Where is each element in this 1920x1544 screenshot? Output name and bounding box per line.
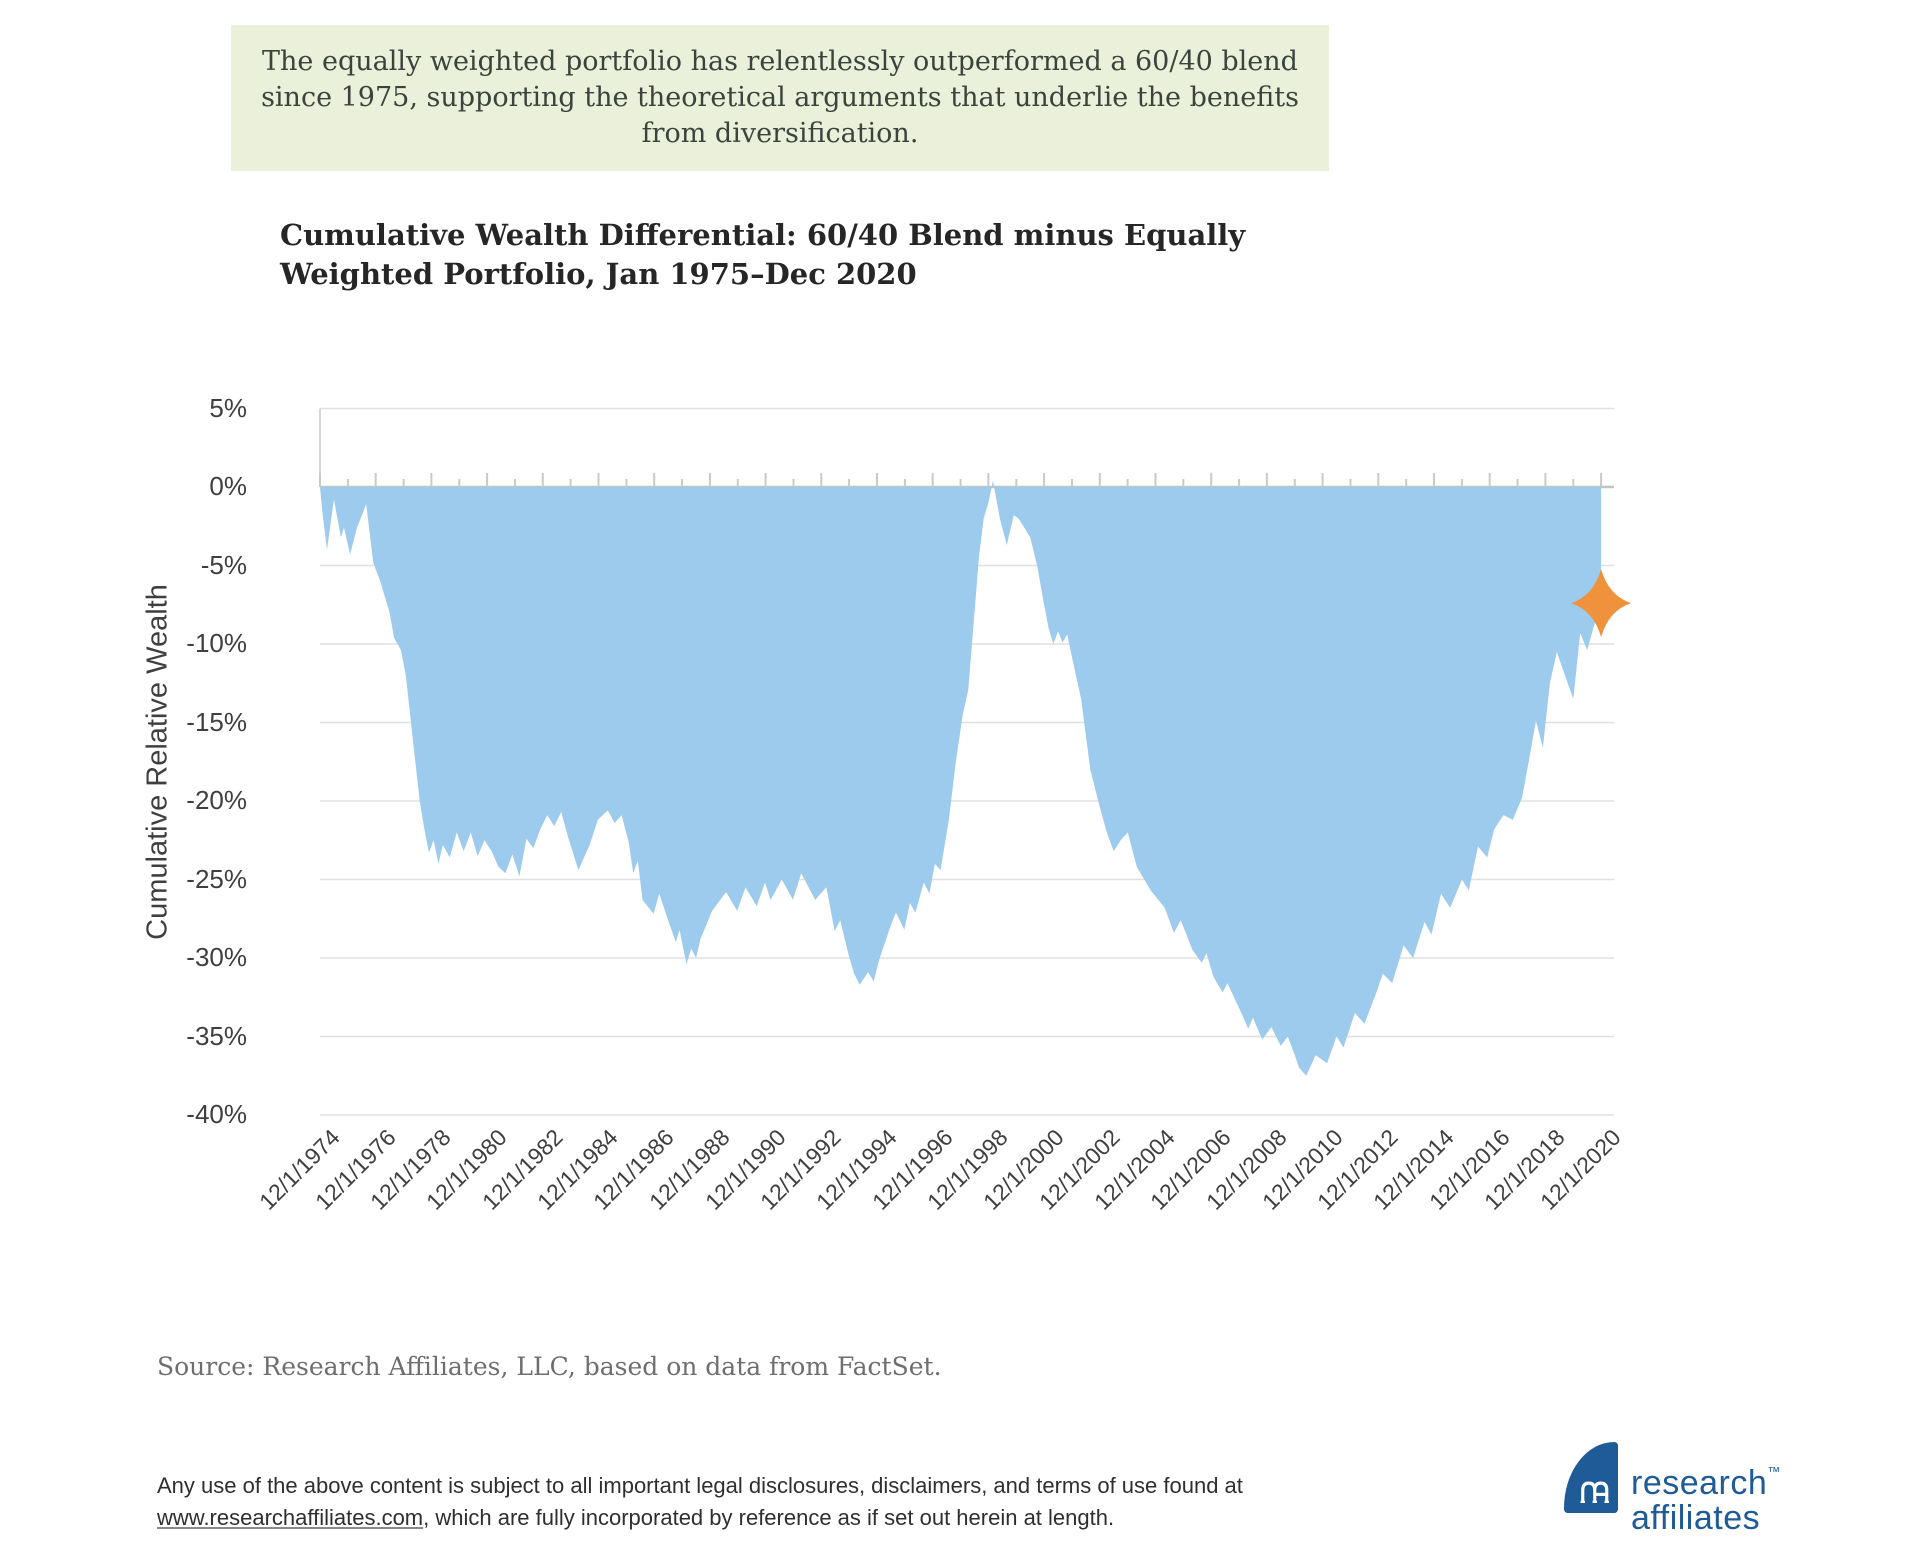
disclaimer-line-2: www.researchaffiliates.com, which are fu…	[157, 1502, 1243, 1534]
ra-monogram-glyph	[1580, 1481, 1609, 1503]
y-tick-label: -40%	[186, 1099, 247, 1129]
logo-wordmark: research™ affiliates	[1631, 1454, 1780, 1536]
chart-title-line: Cumulative Wealth Differential: 60/40 Bl…	[280, 218, 1246, 252]
y-tick-label: -30%	[186, 942, 247, 972]
disclaimer-line-1: Any use of the above content is subject …	[157, 1473, 1243, 1498]
quote-line: since 1975, supporting the theoretical a…	[261, 82, 1299, 113]
legal-disclaimer: Any use of the above content is subject …	[157, 1470, 1243, 1534]
ra-monogram-icon	[1564, 1442, 1618, 1513]
source-note: Source: Research Affiliates, LLC, based …	[157, 1352, 942, 1381]
differential-area-series	[320, 480, 1602, 1076]
y-tick-label: -10%	[186, 628, 247, 658]
endpoint-star-marker	[1571, 569, 1632, 638]
research-affiliates-logo: research™ affiliates	[1564, 1442, 1780, 1536]
logo-wordmark-line1: research™	[1631, 1464, 1781, 1502]
y-tick-label: -5%	[200, 550, 247, 580]
disclaimer-line-2-rest: , which are fully incorporated by refere…	[423, 1505, 1115, 1530]
quote-line: The equally weighted portfolio has relen…	[262, 46, 1298, 77]
y-tick-label: -35%	[186, 1021, 247, 1051]
research-affiliates-link[interactable]: www.researchaffiliates.com	[157, 1505, 424, 1530]
quote-line: from diversification.	[641, 118, 919, 149]
y-tick-label: 0%	[209, 471, 247, 501]
y-tick-label: -20%	[186, 785, 247, 815]
chart-title-line: Weighted Portfolio, Jan 1975–Dec 2020	[280, 257, 917, 291]
logo-wordmark-line2: affiliates	[1631, 1499, 1761, 1537]
trademark-symbol: ™	[1767, 1464, 1781, 1479]
y-tick-label: -25%	[186, 864, 247, 894]
quote-banner: The equally weighted portfolio has relen…	[231, 25, 1329, 171]
chart-title: Cumulative Wealth Differential: 60/40 Bl…	[280, 216, 1245, 294]
y-tick-label: -15%	[186, 707, 247, 737]
y-tick-label: 5%	[209, 393, 247, 423]
